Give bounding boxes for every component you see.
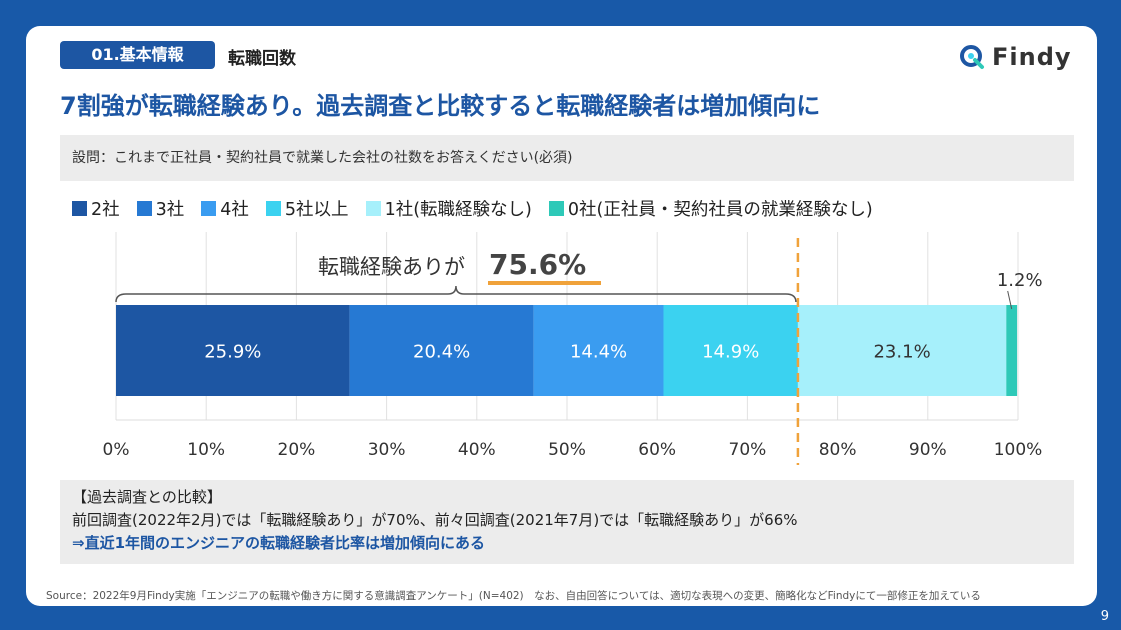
data-label: 14.9%	[702, 342, 759, 363]
leader-line	[1007, 290, 1013, 310]
x-tick-label: 70%	[729, 440, 767, 460]
legend-label: 5社以上	[284, 200, 349, 220]
bar-segment	[797, 305, 1007, 396]
comparison-conclusion: ⇒直近1年間のエンジニアの転職経験者比率は増加傾向にある	[72, 534, 486, 552]
x-tick-label: 50%	[548, 440, 586, 460]
findy-logo: Findy	[958, 40, 1072, 74]
bar-segment	[533, 305, 664, 396]
legend-item: 2社	[72, 196, 120, 221]
legend-item: 3社	[136, 196, 185, 221]
legend-label: 0社(正社員・契約社員の就業経験なし)	[567, 200, 873, 220]
bar-segment	[116, 305, 350, 396]
x-tick-label: 100%	[994, 440, 1043, 460]
bar-segment	[349, 305, 534, 396]
comparison-text: 前回調査(2022年2月)では「転職経験あり」が70%、前々回調査(2021年7…	[72, 511, 798, 529]
x-tick-label: 80%	[819, 440, 857, 460]
x-tick-label: 90%	[909, 440, 947, 460]
section-tag: 01.基本情報	[60, 41, 215, 69]
chart-legend: 2社 3社 4社 5社以上 1社(転職経験なし) 0社(正社員・契約社員の就業経験なし)	[72, 196, 890, 221]
data-label: 23.1%	[873, 342, 930, 363]
page-number: 9	[1100, 609, 1109, 624]
legend-item: 4社	[201, 196, 249, 221]
legend-swatch	[265, 201, 281, 216]
data-label: 20.4%	[413, 342, 470, 363]
x-tick-label: 30%	[368, 440, 406, 460]
source-note: Source：2022年9月Findy実施「エンジニアの転職や働き方に関する意識…	[46, 590, 981, 602]
page-title: 7割強が転職経験あり。過去調査と比較すると転職経験者は増加傾向に	[60, 92, 821, 120]
legend-swatch	[365, 201, 381, 216]
x-tick-label: 40%	[458, 440, 496, 460]
legend-item: 5社以上	[265, 196, 349, 221]
legend-swatch	[136, 201, 152, 216]
x-tick-label: 60%	[638, 440, 676, 460]
comparison-title: 【過去調査との比較】	[72, 488, 222, 506]
legend-item: 0社(正社員・契約社員の就業経験なし)	[548, 196, 873, 221]
section-name: 転職回数	[228, 49, 296, 69]
bar-segment	[663, 305, 798, 396]
data-label: 25.9%	[204, 342, 261, 363]
legend-label: 3社	[155, 200, 185, 220]
legend-swatch	[72, 201, 87, 216]
legend-swatch	[548, 201, 564, 216]
bar-segment	[1006, 305, 1018, 396]
legend-label: 4社	[220, 200, 249, 220]
x-tick-label: 20%	[278, 440, 316, 460]
question-box: 設問：これまで正社員・契約社員で就業した会社の社数をお答えください(必須)	[60, 135, 1074, 181]
comparison-box: 【過去調査との比較】 前回調査(2022年2月)では「転職経験あり」が70%、前…	[60, 480, 1074, 564]
x-tick-label: 0%	[103, 440, 130, 460]
legend-label: 2社	[91, 200, 120, 220]
stacked-bar-chart: 0% 10% 20% 30% 40% 50% 60% 70% 80% 90% 100% 25.9% 20…	[103, 232, 1043, 465]
legend-swatch	[201, 201, 217, 216]
annotation-label: 転職経験ありが	[318, 255, 465, 279]
annotation-value: 75.6%	[489, 248, 586, 281]
logo-text: Findy	[992, 43, 1072, 71]
data-label: 14.4%	[570, 342, 627, 363]
findy-logo-icon	[960, 45, 984, 69]
legend-label: 1社(転職経験なし)	[384, 200, 532, 220]
data-label: 1.2%	[997, 270, 1043, 291]
legend-item: 1社(転職経験なし)	[365, 196, 532, 221]
x-tick-label: 10%	[187, 440, 225, 460]
bracket	[115, 285, 797, 303]
